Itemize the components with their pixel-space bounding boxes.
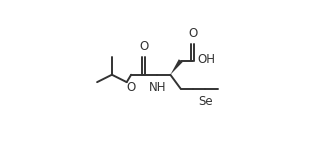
Text: O: O: [188, 27, 197, 40]
Text: O: O: [126, 81, 136, 94]
Text: NH: NH: [149, 81, 166, 94]
Text: O: O: [139, 40, 148, 53]
Text: Se: Se: [198, 95, 212, 108]
Polygon shape: [170, 59, 183, 75]
Text: OH: OH: [198, 53, 216, 66]
